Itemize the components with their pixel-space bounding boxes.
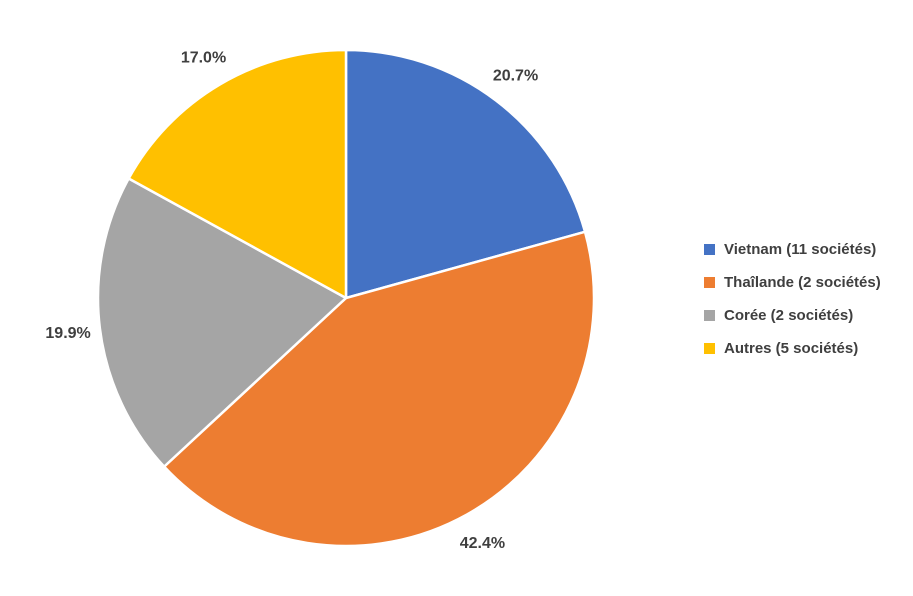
- chart-legend: Vietnam (11 sociétés) Thaîlande (2 sociét…: [704, 240, 881, 358]
- data-label-autres: 17.0%: [181, 50, 226, 67]
- pie-slice-coree: [96, 177, 348, 468]
- legend-item-thailande: Thaîlande (2 sociétés): [704, 273, 881, 292]
- data-label-thailande: 42.4%: [460, 535, 505, 552]
- legend-marker-vietnam: [704, 244, 715, 255]
- legend-item-autres: Autres (5 sociétés): [704, 339, 881, 358]
- legend-marker-autres: [704, 343, 715, 354]
- pie-slice-thailande: [162, 230, 596, 548]
- legend-label-autres: Autres (5 sociétés): [724, 340, 859, 357]
- pie-slice-autres: [127, 48, 348, 300]
- data-label-coree: 19.9%: [45, 325, 90, 342]
- legend-label-thailande: Thaîlande (2 sociétés): [724, 274, 881, 291]
- pie-slice-vietnam: [344, 48, 587, 300]
- legend-item-coree: Corée (2 sociétés): [704, 306, 881, 325]
- data-label-vietnam: 20.7%: [493, 68, 538, 85]
- legend-marker-coree: [704, 310, 715, 321]
- legend-label-coree: Corée (2 sociétés): [724, 307, 854, 324]
- legend-item-vietnam: Vietnam (11 sociétés): [704, 240, 881, 259]
- legend-marker-thailande: [704, 277, 715, 288]
- legend-label-vietnam: Vietnam (11 sociétés): [724, 241, 877, 258]
